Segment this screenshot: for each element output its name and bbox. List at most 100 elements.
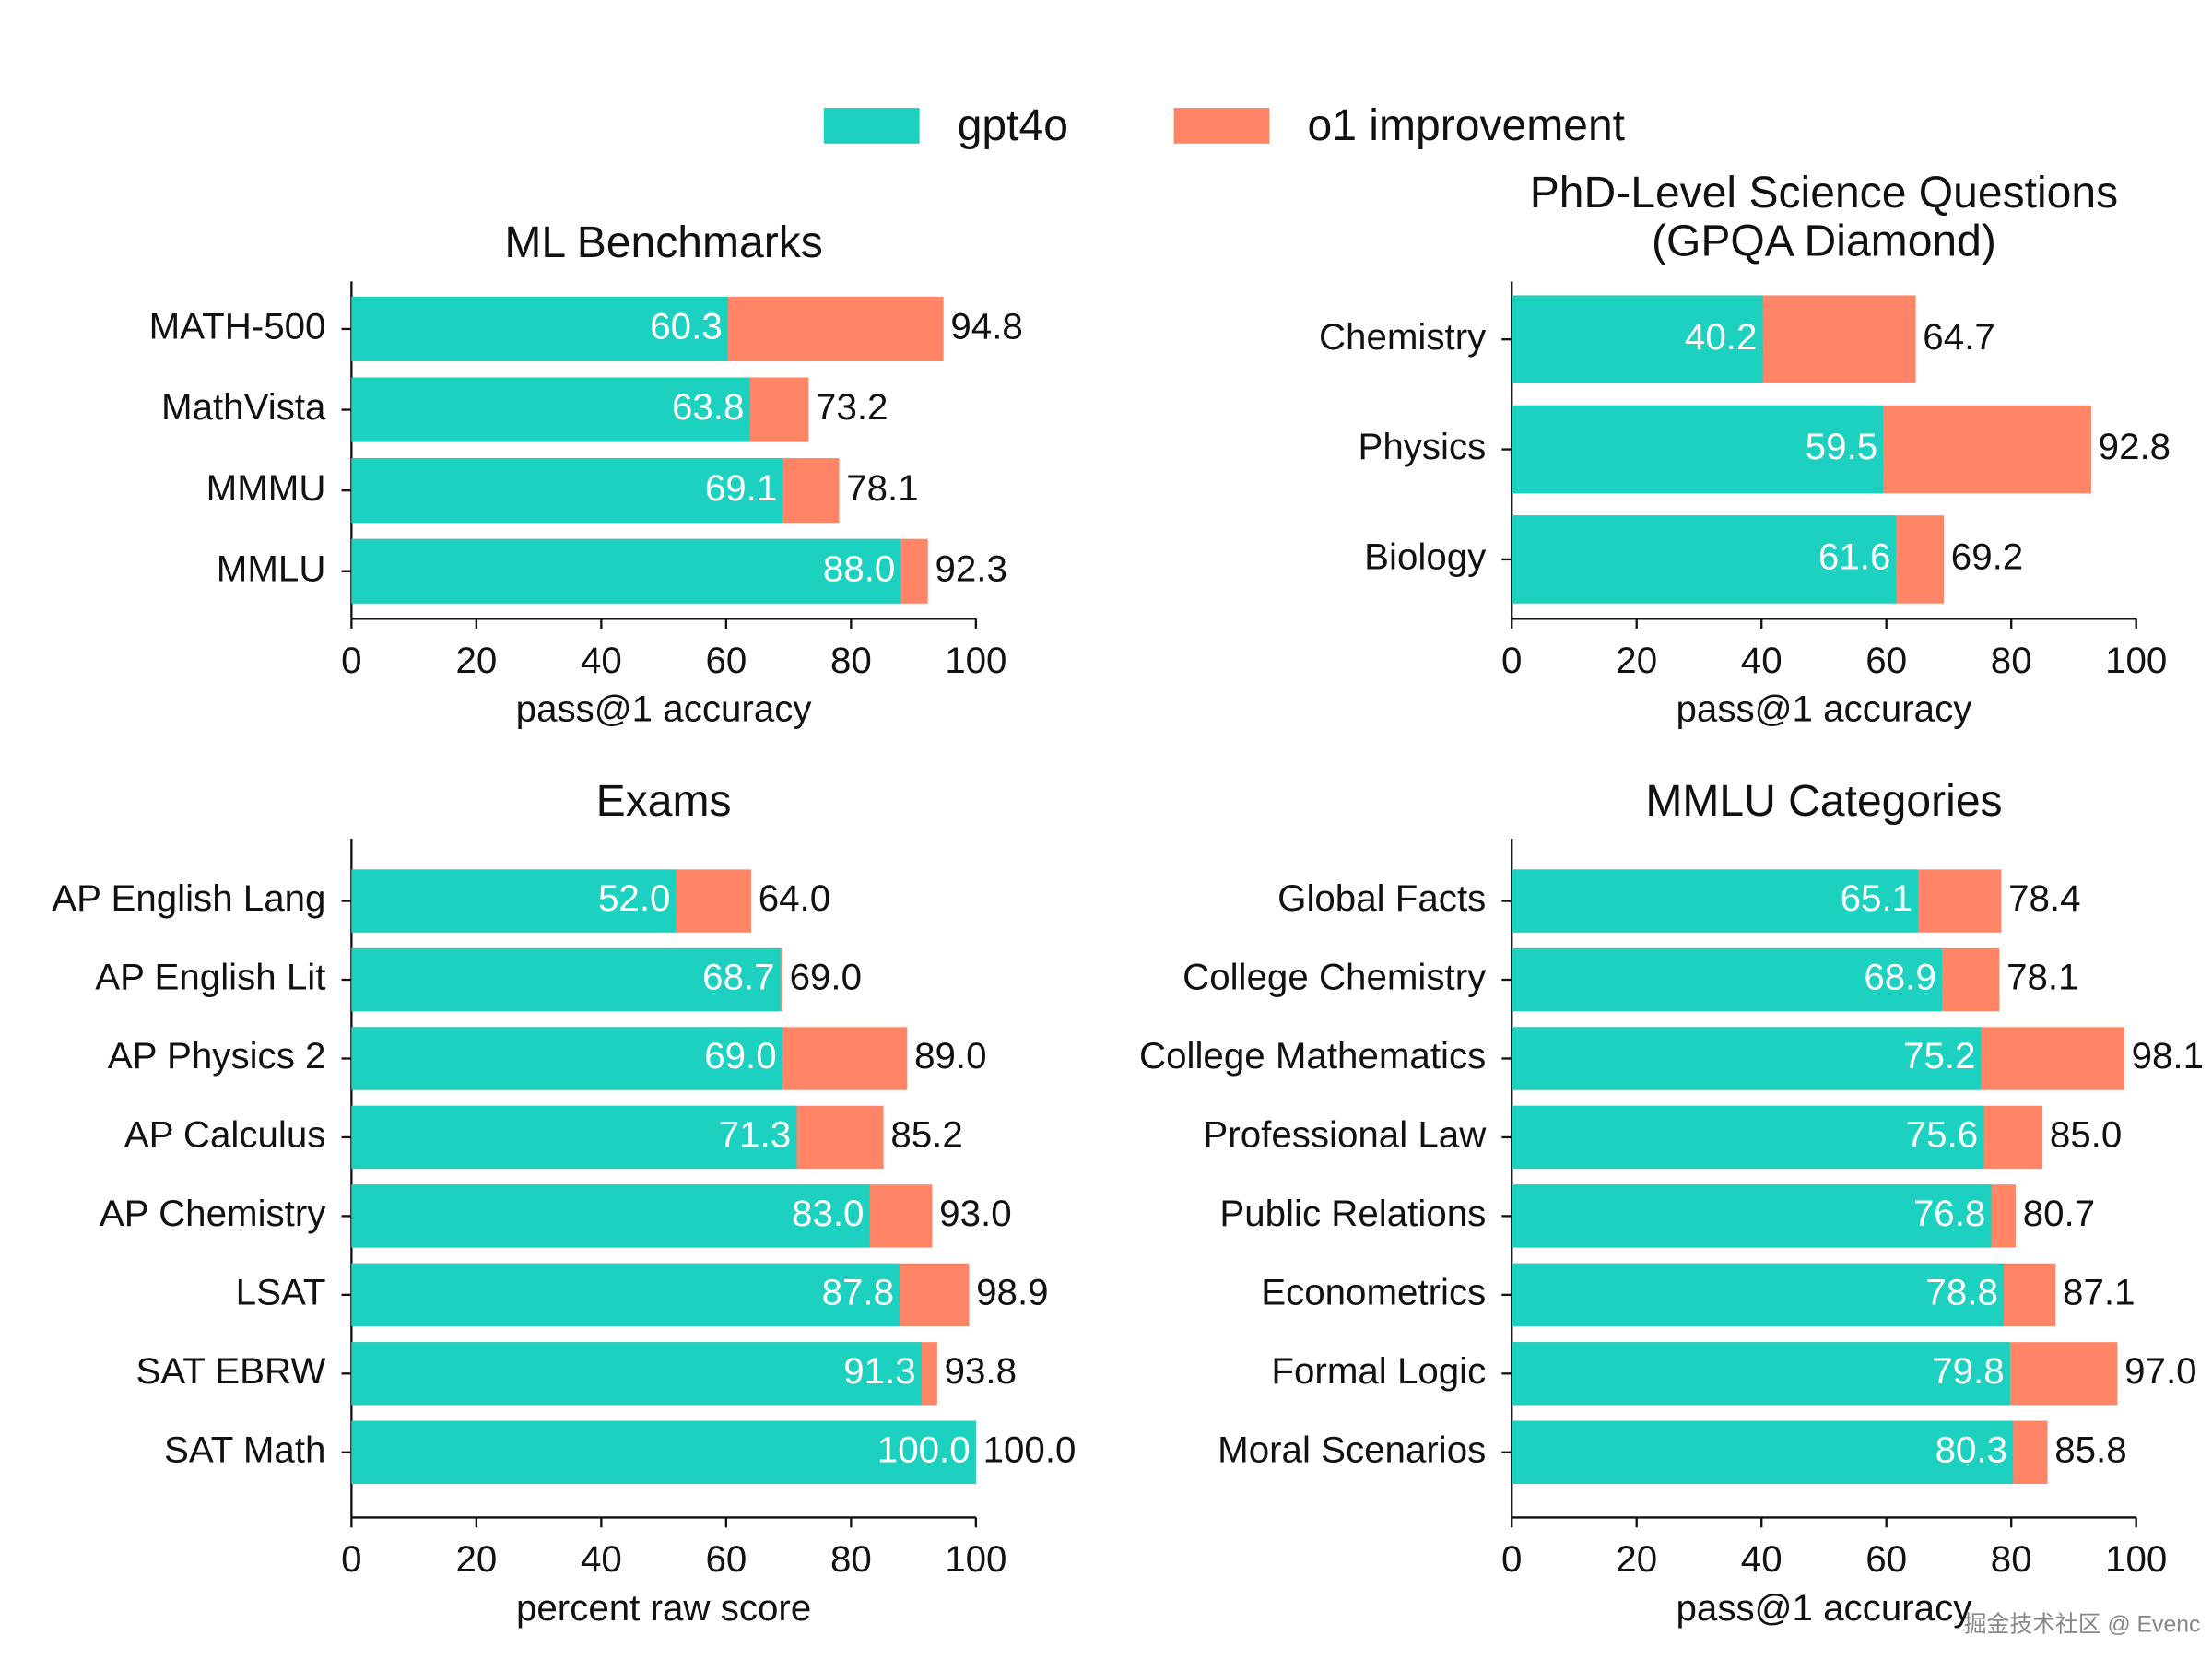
bar-value-label: 59.5: [1806, 426, 1877, 467]
y-tick-label: Physics: [1358, 426, 1486, 467]
watermark: 掘金技术社区 @ Evenc: [1963, 1613, 2201, 1638]
y-tick-label: College Mathematics: [1139, 1035, 1486, 1077]
x-tick-label: 20: [1616, 1538, 1657, 1580]
legend-swatch: [1173, 108, 1270, 144]
bar: [1512, 405, 1884, 494]
bar-value-label: 69.0: [704, 1035, 776, 1077]
y-tick-label: AP English Lit: [95, 957, 325, 998]
x-tick-label: 100: [945, 640, 1006, 681]
bar-value-label: 91.3: [843, 1350, 915, 1392]
y-tick-label: LSAT: [236, 1272, 326, 1313]
y-tick-label: Biology: [1364, 536, 1487, 578]
y-tick-label: MMLU: [217, 547, 326, 589]
legend-label: gpt4o: [958, 101, 1068, 150]
bar-value-label: 88.0: [823, 547, 895, 589]
y-tick-label: AP Calculus: [124, 1114, 326, 1156]
legend-label: o1 improvement: [1308, 101, 1626, 150]
bar-value-label: 76.8: [1913, 1193, 1985, 1234]
bar-value-label: 63.8: [672, 386, 744, 428]
x-tick-label: 80: [1991, 1538, 2032, 1580]
x-tick-label: 80: [830, 1538, 872, 1580]
bar-value-label: 68.9: [1864, 957, 1936, 998]
x-tick-label: 20: [455, 1538, 497, 1580]
y-tick-label: Chemistry: [1319, 316, 1487, 358]
bar-value-label: 78.4: [2008, 877, 2080, 919]
y-tick-label: Public Relations: [1219, 1193, 1486, 1234]
bar-value-label: 61.6: [1818, 536, 1890, 578]
bar-value-label: 97.0: [2124, 1350, 2196, 1392]
bar: [1512, 1027, 1982, 1090]
y-tick-label: Moral Scenarios: [1218, 1429, 1486, 1470]
x-tick-label: 60: [1865, 640, 1907, 681]
bar-value-label: 40.2: [1685, 316, 1757, 358]
bar-value-label: 85.0: [2050, 1114, 2122, 1156]
bar: [1512, 1263, 2005, 1327]
x-axis-label: pass@1 accuracy: [1677, 1587, 1973, 1629]
bar-value-label: 78.8: [1925, 1272, 1997, 1313]
bar: [351, 458, 783, 524]
y-tick-label: College Chemistry: [1182, 957, 1487, 998]
bar: [1512, 515, 1897, 604]
x-tick-label: 0: [341, 640, 361, 681]
bar-value-label: 68.7: [702, 957, 774, 998]
bar: [351, 1263, 900, 1327]
bar-value-label: 80.7: [2023, 1193, 2095, 1234]
bar-value-label: 73.2: [816, 386, 888, 428]
bar: [351, 947, 781, 1012]
bar-value-label: 75.6: [1906, 1114, 1978, 1156]
bar-value-label: 71.3: [719, 1114, 791, 1156]
y-tick-label: Professional Law: [1203, 1114, 1487, 1156]
bar-value-label: 65.1: [1841, 877, 1912, 919]
y-tick-label: Econometrics: [1261, 1272, 1486, 1313]
bar-value-label: 100.0: [983, 1429, 1077, 1470]
x-tick-label: 60: [1865, 1538, 1907, 1580]
x-tick-label: 60: [705, 640, 747, 681]
bar: [351, 869, 677, 933]
y-tick-label: AP Physics 2: [108, 1035, 326, 1077]
x-tick-label: 100: [945, 1538, 1006, 1580]
bar-value-label: 87.8: [822, 1272, 894, 1313]
bar-value-label: 83.0: [792, 1193, 864, 1234]
bar: [351, 538, 901, 604]
y-tick-label: Global Facts: [1277, 877, 1486, 919]
x-axis-label: pass@1 accuracy: [1677, 688, 1973, 730]
x-tick-label: 20: [455, 640, 497, 681]
x-tick-label: 40: [581, 640, 622, 681]
y-tick-label: MATH-500: [149, 306, 326, 347]
x-axis-label: percent raw score: [516, 1587, 811, 1629]
x-tick-label: 40: [581, 1538, 622, 1580]
bar-value-label: 60.3: [650, 306, 722, 347]
bar-value-label: 78.1: [846, 467, 918, 509]
bar-value-label: 92.8: [2099, 426, 2171, 467]
bar-value-label: 89.0: [914, 1035, 986, 1077]
bar-value-label: 79.8: [1932, 1350, 2004, 1392]
y-tick-label: SAT EBRW: [135, 1350, 325, 1392]
bar: [351, 377, 750, 442]
bar-value-label: 64.7: [1923, 316, 1994, 358]
bar-value-label: 98.9: [976, 1272, 1048, 1313]
bar-value-label: 87.1: [2063, 1272, 2135, 1313]
x-tick-label: 0: [341, 1538, 361, 1580]
chart-title: MMLU Categories: [1645, 775, 2003, 827]
bar: [351, 1027, 782, 1090]
bar: [351, 296, 728, 361]
bar-value-label: 98.1: [2132, 1035, 2204, 1077]
bar-value-label: 85.2: [890, 1114, 962, 1156]
legend-swatch: [823, 108, 920, 144]
bar-value-label: 85.8: [2054, 1429, 2126, 1470]
bar-value-label: 93.8: [945, 1350, 1017, 1392]
bar-value-label: 92.3: [935, 547, 1006, 589]
bar-value-label: 93.0: [939, 1193, 1011, 1234]
bar: [1512, 1105, 1984, 1170]
x-tick-label: 0: [1501, 640, 1522, 681]
bar-value-label: 80.3: [1936, 1429, 2007, 1470]
bar-value-label: 78.1: [2006, 957, 2078, 998]
y-tick-label: Formal Logic: [1271, 1350, 1486, 1392]
chart-title: PhD-Level Science Questions (GPQA Diamon…: [1529, 167, 2119, 266]
y-tick-label: AP Chemistry: [100, 1193, 326, 1234]
x-axis-label: pass@1 accuracy: [516, 688, 813, 730]
bar-value-label: 75.2: [1903, 1035, 1975, 1077]
bar-value-label: 64.0: [759, 877, 830, 919]
x-tick-label: 0: [1501, 1538, 1522, 1580]
bar: [1512, 1342, 2010, 1406]
